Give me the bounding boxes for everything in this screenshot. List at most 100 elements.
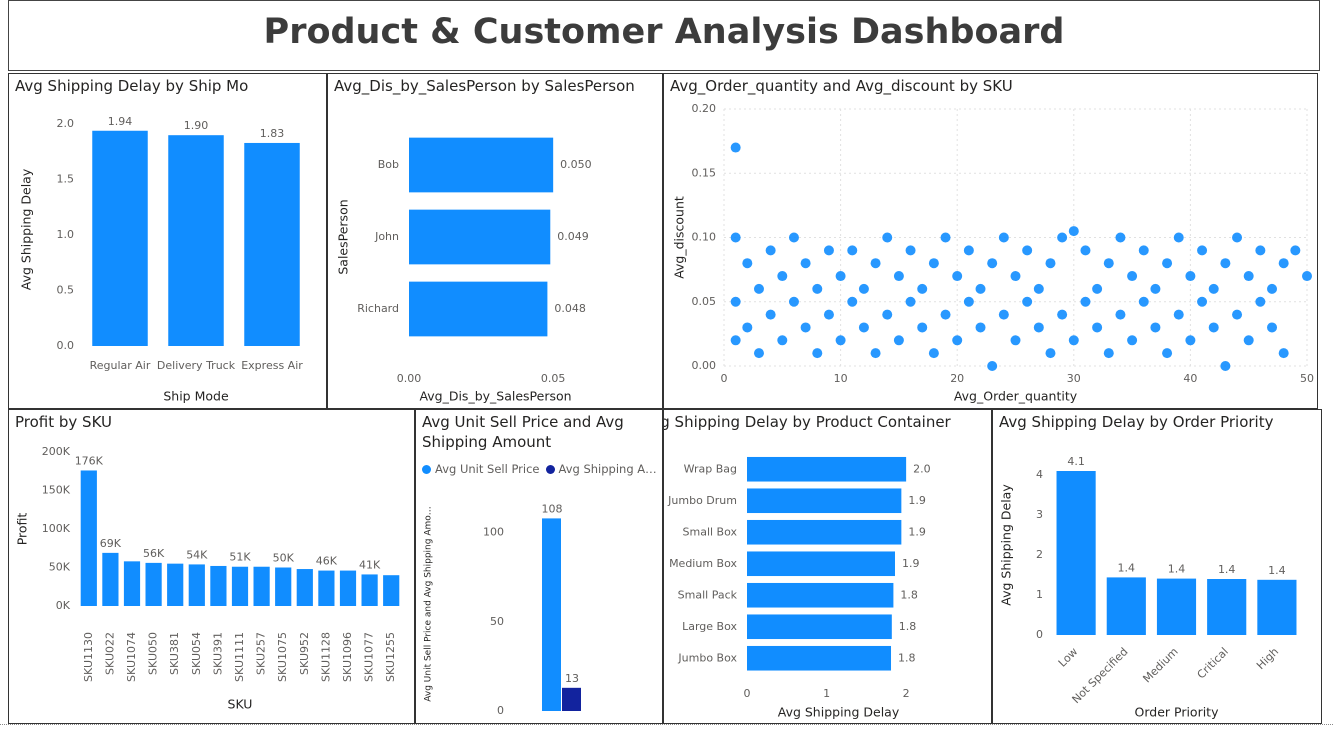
scatter-point <box>1103 258 1114 269</box>
header: Product & Customer Analysis Dashboard <box>8 0 1320 71</box>
chart-title: Profit by SKU <box>15 413 112 431</box>
x-tick-label: SKU054 <box>190 632 203 675</box>
bar <box>747 519 902 545</box>
y-tick-label: 0.00 <box>692 359 717 372</box>
scatter-point <box>1092 283 1103 294</box>
scatter-point <box>987 258 998 269</box>
scatter-point <box>1022 245 1033 256</box>
scatter-point <box>917 283 928 294</box>
x-tick-label: SKU391 <box>211 632 224 675</box>
bar <box>542 518 561 711</box>
legend-item: Avg Unit Sell Price <box>422 462 540 476</box>
data-label: 0.050 <box>560 158 592 171</box>
bar <box>747 582 894 608</box>
y-axis-title: Avg Unit Sell Price and Avg Shipping Amo… <box>424 506 434 702</box>
x-axis-title: Avg Shipping Delay <box>778 705 900 720</box>
x-tick-label: SKU257 <box>255 632 268 675</box>
scatter-point <box>1150 283 1161 294</box>
scatter-point <box>742 322 753 333</box>
data-label: 108 <box>542 502 563 515</box>
x-tick-label: SKU1074 <box>125 632 138 682</box>
chart-svg: Avg_Dis_by_SalesPerson SalesPerson 0.00 0.0… <box>336 137 592 404</box>
chart-svg: Order Priority Avg Shipping Delay 0 1 2 3 4 4.1… <box>999 455 1297 720</box>
data-label: 0.048 <box>554 302 586 315</box>
scatter-point <box>1092 322 1103 333</box>
x-axis-title: Avg_Order_quantity <box>954 389 1078 404</box>
scatter-point <box>893 335 904 346</box>
x-tick-label: SKU1111 <box>233 632 246 682</box>
y-tick-label: 2.0 <box>57 117 75 130</box>
bar <box>747 551 895 577</box>
chart-svg: Avg Shipping Delay 0 1 2 2.0 Wrap Bag 1.9 Jumbo… <box>667 456 931 720</box>
x-tick-label: SKU1130 <box>82 632 95 682</box>
bar <box>339 570 357 606</box>
y-tick-label: 0.0 <box>57 339 75 352</box>
scatter-point <box>1173 309 1184 320</box>
x-tick-label: SKU1075 <box>276 632 289 682</box>
scatter-point <box>1290 245 1301 256</box>
x-tick-label: SKU952 <box>298 632 311 675</box>
scatter-point <box>847 296 858 307</box>
x-tick-label: SKU381 <box>168 632 181 675</box>
data-label: 1.9 <box>908 494 926 507</box>
data-label: 4.1 <box>1067 455 1085 468</box>
scatter-point <box>998 232 1009 243</box>
data-label: 1.4 <box>1218 563 1236 576</box>
data-label: 1.4 <box>1118 561 1136 574</box>
data-label: 0.049 <box>557 230 589 243</box>
scatter-point <box>777 335 788 346</box>
bar <box>361 574 378 606</box>
scatter-point <box>1162 258 1173 269</box>
scatter-point <box>1208 283 1219 294</box>
scatter-point <box>1057 309 1068 320</box>
bar <box>1106 577 1146 635</box>
data-label: 54K <box>186 548 208 561</box>
data-label: 46K <box>316 555 338 568</box>
bar <box>253 566 270 606</box>
scatter-point <box>730 335 741 346</box>
chart-title: Avg Shipping Delay by Order Priority <box>999 413 1274 431</box>
data-label: 50K <box>273 552 295 565</box>
footer-line <box>0 724 1333 725</box>
scatter-point <box>1278 348 1289 359</box>
scatter-point <box>1243 335 1254 346</box>
scatter-point <box>1080 296 1091 307</box>
scatter-point <box>905 245 916 256</box>
scatter-point <box>940 232 951 243</box>
scatter-point <box>753 348 764 359</box>
scatter-point <box>1127 271 1138 282</box>
scatter-point <box>730 232 741 243</box>
bar <box>1257 579 1297 635</box>
chart-title: Avg Unit Sell Price and Avg Shipping Amo… <box>422 413 624 451</box>
scatter-point <box>1115 309 1126 320</box>
x-tick-label: Low <box>1056 645 1081 670</box>
data-label: 1.4 <box>1268 564 1286 577</box>
scatter-point <box>1197 296 1208 307</box>
y-tick-label: 100 <box>483 526 504 539</box>
legend-swatch <box>422 465 431 474</box>
data-label: 1.90 <box>184 119 209 132</box>
scatter-point <box>812 283 823 294</box>
y-tick-label: 0 <box>497 704 504 717</box>
scatter-point <box>1255 296 1266 307</box>
y-tick-label: 0.5 <box>57 284 75 297</box>
scatter-point <box>823 309 834 320</box>
bar <box>102 552 119 606</box>
chart-panel: Profit by SKU SKU Profit 0K 50K 100K 150K 200K 1… <box>8 409 415 724</box>
data-label: 13 <box>565 672 579 685</box>
bar <box>296 569 313 606</box>
scatter-point <box>730 296 741 307</box>
scatter-point <box>1302 271 1312 282</box>
scatter-point <box>893 271 904 282</box>
x-tick-label: 40 <box>1183 372 1197 385</box>
bar <box>1156 578 1197 635</box>
scatter-point <box>952 335 963 346</box>
chart-title: Avg Shipping Delay by Ship Mo <box>15 77 249 95</box>
chart-panel: Avg_Dis_by_SalesPerson by SalesPerson Avg… <box>327 73 663 409</box>
y-tick-label: 2 <box>1036 548 1043 561</box>
bar <box>188 564 205 606</box>
scatter-point <box>835 335 846 346</box>
scatter-point <box>1010 271 1021 282</box>
scatter-point <box>1068 226 1079 237</box>
y-tick-label: 0K <box>56 599 71 612</box>
